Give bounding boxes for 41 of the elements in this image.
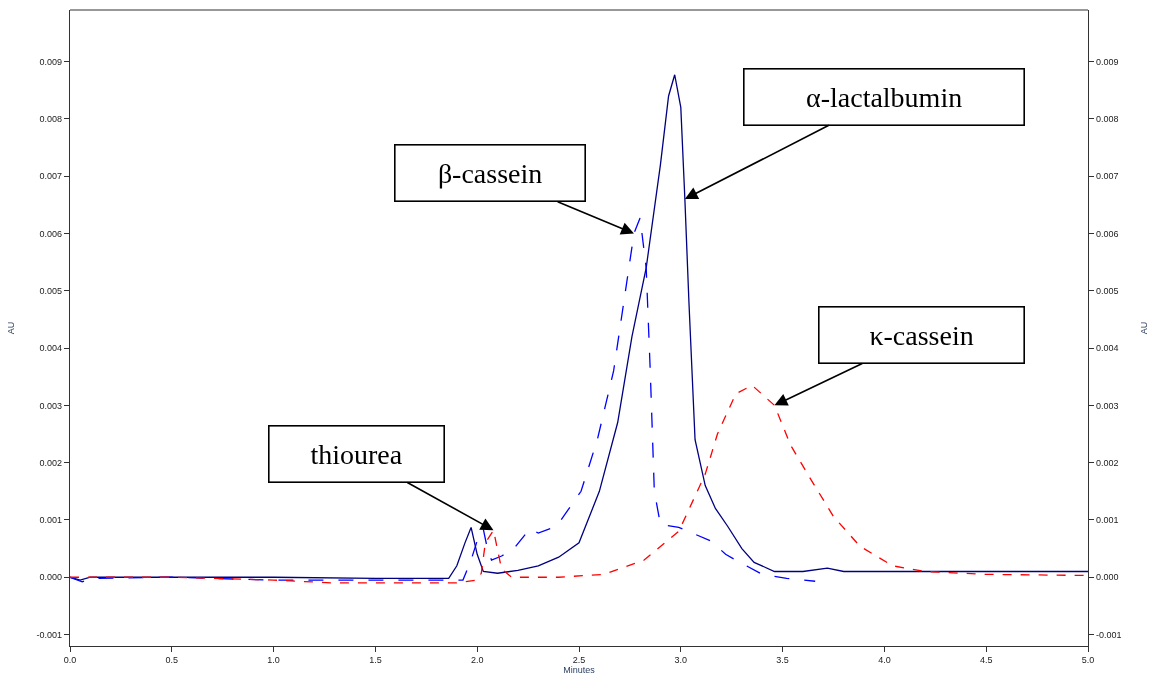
y-tick-label: 0.006 xyxy=(39,228,63,239)
y2-axis-title: AU xyxy=(1139,321,1150,335)
y2-tick-label: 0.009 xyxy=(1095,56,1119,67)
y-tick-label: 0.004 xyxy=(39,343,63,354)
x-tick-label: 1.5 xyxy=(369,654,382,665)
y2-tick-label: 0.004 xyxy=(1095,343,1119,354)
y-tick-label: -0.001 xyxy=(36,629,63,640)
y2-tick-label: 0.008 xyxy=(1095,114,1119,125)
y2-tick-label: 0.007 xyxy=(1095,171,1119,182)
x-tick-label: 2.5 xyxy=(572,654,586,665)
x-tick-label: 3.0 xyxy=(674,654,688,665)
y-tick-label: 0.002 xyxy=(39,457,63,468)
y2-tick-label: 0.003 xyxy=(1095,400,1119,411)
x-tick-label: 4.5 xyxy=(979,654,993,665)
y-axis-title: AU xyxy=(5,321,16,335)
annotation: α-lactalbumin xyxy=(806,81,963,113)
x-tick-label: 0.0 xyxy=(63,654,77,665)
y2-tick-label: 0.001 xyxy=(1095,515,1119,526)
x-tick-label: 4.0 xyxy=(878,654,891,665)
y-tick-label: 0.000 xyxy=(39,572,63,583)
x-tick-label: 2.0 xyxy=(470,654,484,665)
y2-tick-label: 0.005 xyxy=(1095,285,1119,296)
y2-tick-label: 0.006 xyxy=(1095,228,1119,239)
y2-tick-label: -0.001 xyxy=(1095,629,1122,640)
x-tick-label: 5.0 xyxy=(1081,654,1095,665)
x-tick-label: 0.5 xyxy=(165,654,179,665)
y2-tick-label: 0.002 xyxy=(1095,457,1119,468)
x-tick-label: 1.0 xyxy=(267,654,280,665)
y-tick-label: 0.007 xyxy=(39,171,63,182)
y-tick-label: 0.005 xyxy=(39,285,63,296)
y-tick-label: 0.009 xyxy=(39,56,63,67)
x-axis-title: Minutes xyxy=(563,664,596,675)
annotation: β-cassein xyxy=(437,157,543,189)
annotation: thiourea xyxy=(310,438,403,470)
line-series xyxy=(70,217,816,583)
y2-tick-label: 0.000 xyxy=(1095,572,1119,583)
y-tick-label: 0.008 xyxy=(39,114,63,125)
y-tick-label: 0.001 xyxy=(39,515,63,526)
y-tick-label: 0.003 xyxy=(39,400,63,411)
annotation: κ-cassein xyxy=(869,319,974,351)
x-tick-label: 3.5 xyxy=(776,654,789,665)
